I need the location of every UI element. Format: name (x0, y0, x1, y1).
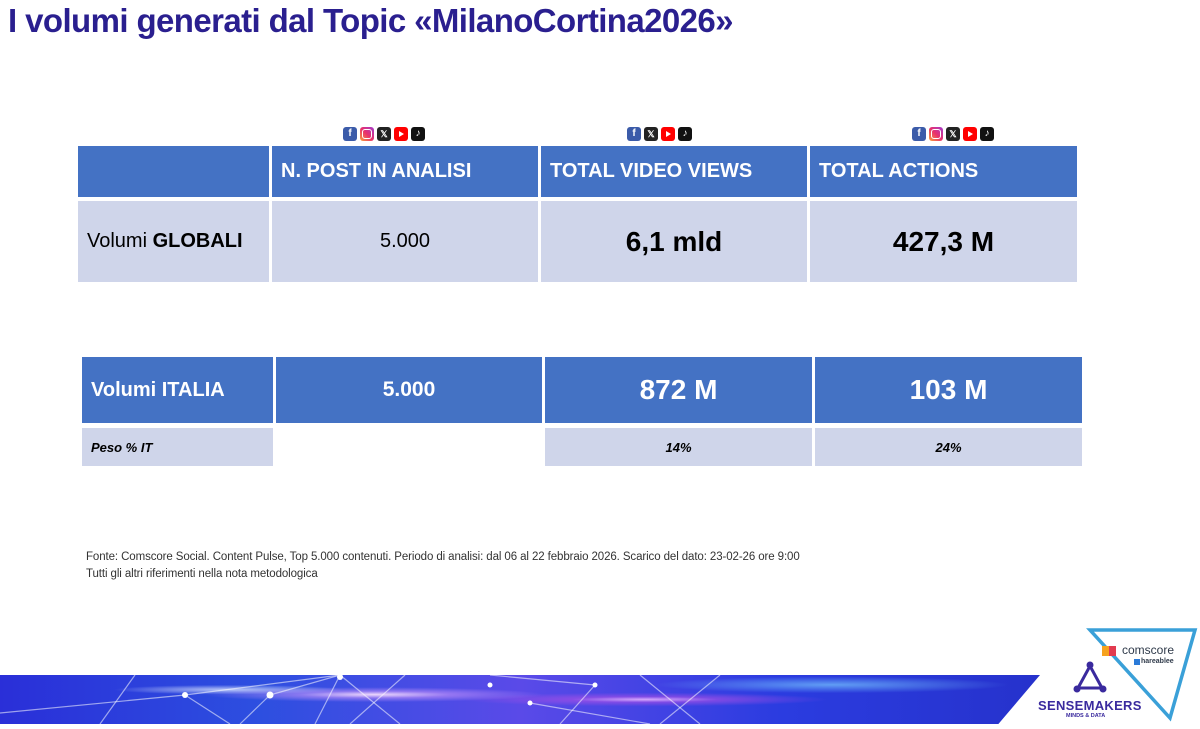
footnote-line-2: Tutti gli altri riferimenti nella nota m… (86, 568, 318, 580)
facebook-icon: f (343, 127, 357, 141)
tiktok-icon: ♪ (678, 127, 692, 141)
platform-icons-actions: f 𝕏 ♪ (912, 127, 994, 141)
shareablee-logo: hareablee (1134, 658, 1174, 665)
instagram-icon (929, 127, 943, 141)
global-posts-value: 5.000 (272, 201, 538, 282)
share-posts-value (276, 428, 542, 466)
share-video-views-value: 14% (545, 428, 812, 466)
facebook-icon: f (627, 127, 641, 141)
header-empty (78, 146, 269, 197)
header-actions: TOTAL ACTIONS (810, 146, 1077, 197)
comscore-logo-icon (1102, 646, 1116, 656)
tiktok-icon: ♪ (411, 127, 425, 141)
comscore-logo-text: comscore (1122, 643, 1175, 657)
global-video-views-value: 6,1 mld (541, 201, 807, 282)
x-icon: 𝕏 (644, 127, 658, 141)
youtube-icon (963, 127, 977, 141)
row-label-globali: Volumi GLOBALI (78, 201, 269, 282)
shareablee-logo-icon (1134, 658, 1140, 665)
header-posts: N. POST IN ANALISI (272, 146, 538, 197)
decorative-network-banner (0, 675, 1040, 724)
italy-posts-value: 5.000 (276, 357, 542, 423)
source-footnote: Fonte: Comscore Social. Content Pulse, T… (86, 549, 800, 583)
header-video-views: TOTAL VIDEO VIEWS (541, 146, 807, 197)
label-prefix: Volumi (87, 230, 153, 252)
italy-video-views-value: 872 M (545, 357, 812, 423)
global-actions-value: 427,3 M (810, 201, 1077, 282)
partner-logos: comscore hareablee SENSEMAKERS MINDS & D… (1030, 626, 1200, 724)
youtube-icon (394, 127, 408, 141)
logo-triangle-frame (1086, 628, 1198, 722)
x-icon: 𝕏 (946, 127, 960, 141)
youtube-icon (661, 127, 675, 141)
platform-icons-posts: f 𝕏 ♪ (343, 127, 425, 141)
label-bold: GLOBALI (152, 230, 243, 252)
sensemakers-logo-text: SENSEMAKERS (1038, 698, 1142, 713)
sensemakers-logo-icon (1073, 661, 1107, 693)
share-actions-value: 24% (815, 428, 1082, 466)
italy-actions-value: 103 M (815, 357, 1082, 423)
footnote-line-1: Fonte: Comscore Social. Content Pulse, T… (86, 551, 800, 563)
sensemakers-tagline: MINDS & DATA (1066, 713, 1106, 719)
network-lines-graphic (0, 675, 721, 724)
tiktok-icon: ♪ (980, 127, 994, 141)
x-icon: 𝕏 (377, 127, 391, 141)
row-label-italia: Volumi ITALIA (82, 357, 273, 423)
platform-icons-video-views: f 𝕏 ♪ (627, 127, 692, 141)
share-row-label: Peso % IT (82, 428, 273, 466)
instagram-icon (360, 127, 374, 141)
page-title: I volumi generati dal Topic «MilanoCorti… (8, 2, 733, 39)
shareablee-logo-text: hareablee (1141, 658, 1174, 665)
facebook-icon: f (912, 127, 926, 141)
